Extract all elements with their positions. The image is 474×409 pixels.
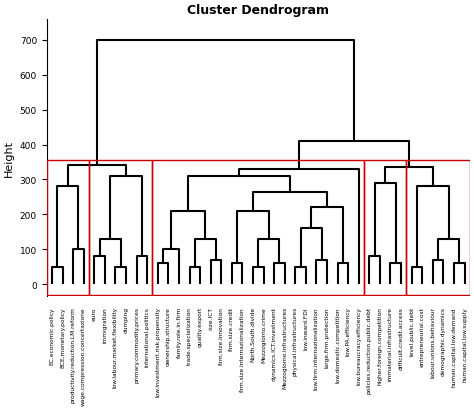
Bar <box>406 161 470 295</box>
Title: Cluster Dendrogram: Cluster Dendrogram <box>187 4 329 17</box>
Bar <box>89 161 153 295</box>
Bar <box>153 161 364 295</box>
Bar <box>364 161 406 295</box>
Y-axis label: Height: Height <box>4 140 14 177</box>
Bar <box>47 161 89 295</box>
